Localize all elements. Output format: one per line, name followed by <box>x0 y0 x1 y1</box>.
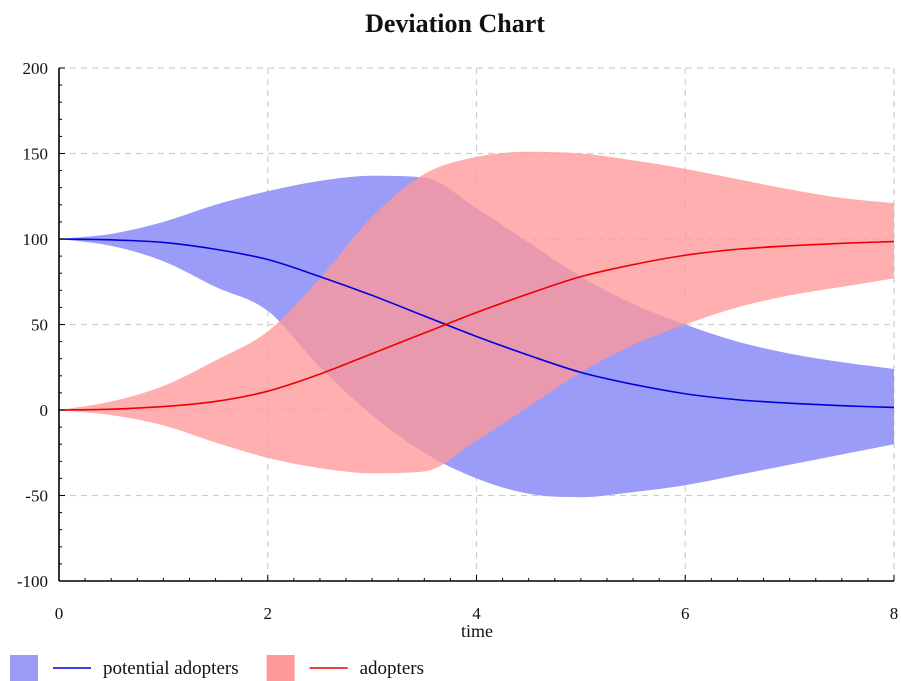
series-lines <box>58 238 895 411</box>
x-tick-label: 8 <box>890 604 899 623</box>
y-tick-label: 200 <box>23 59 49 78</box>
x-tick-label: 2 <box>264 604 273 623</box>
x-axis-label: time <box>461 621 493 641</box>
chart-title: Deviation Chart <box>365 9 545 38</box>
legend-swatch-potential-adopters <box>10 655 38 681</box>
legend: potential adopters adopters <box>10 655 424 681</box>
series-line-potential-adopters <box>58 238 895 409</box>
axes: -100 -50 0 50 100 150 200 0 2 4 6 8 <box>17 59 898 623</box>
x-tick-label: 0 <box>55 604 64 623</box>
y-tick-label: 150 <box>23 145 49 164</box>
y-tick-label: -100 <box>17 572 48 591</box>
x-tick-label: 6 <box>681 604 690 623</box>
y-tick-label: 100 <box>23 230 49 249</box>
legend-swatch-adopters <box>266 655 295 681</box>
legend-label-potential-adopters: potential adopters <box>103 658 239 679</box>
y-tick-label: 0 <box>40 401 49 420</box>
y-tick-label: 50 <box>31 316 48 335</box>
x-tick-label: 4 <box>472 604 481 623</box>
series-line-adopters <box>58 240 895 411</box>
y-tick-label: -50 <box>25 487 48 506</box>
legend-label-adopters: adopters <box>360 658 424 679</box>
